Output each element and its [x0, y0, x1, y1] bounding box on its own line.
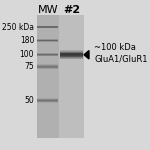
Bar	[37, 39, 58, 40]
Bar	[37, 15, 59, 138]
Text: 75: 75	[24, 62, 34, 71]
Bar	[37, 99, 58, 100]
Bar	[37, 100, 58, 101]
Bar	[37, 40, 58, 41]
Bar	[37, 54, 58, 55]
Bar	[37, 98, 58, 99]
Text: MW: MW	[38, 5, 58, 15]
Bar	[37, 68, 58, 69]
Bar	[59, 15, 84, 138]
Bar	[60, 51, 83, 52]
Text: 100: 100	[20, 50, 34, 59]
Bar	[60, 54, 83, 55]
Bar	[37, 100, 58, 101]
Bar	[37, 102, 58, 103]
Bar	[60, 53, 83, 54]
Bar	[37, 64, 58, 65]
Bar	[60, 58, 83, 59]
Bar	[37, 101, 58, 102]
Text: #2: #2	[63, 5, 80, 15]
Text: 250 kDa: 250 kDa	[2, 22, 34, 32]
Bar	[37, 66, 58, 67]
Bar	[37, 41, 58, 42]
Bar	[37, 55, 58, 56]
Bar	[37, 26, 58, 27]
Text: 180: 180	[20, 36, 34, 45]
Polygon shape	[84, 51, 89, 59]
Text: 50: 50	[24, 96, 34, 105]
Bar	[37, 27, 58, 28]
Bar	[60, 57, 83, 58]
Bar	[60, 52, 83, 53]
Text: ~100 kDa
GluA1/GluR1: ~100 kDa GluA1/GluR1	[94, 43, 148, 64]
Bar	[60, 55, 83, 56]
Bar	[37, 53, 58, 54]
Bar	[37, 67, 58, 68]
Bar	[37, 65, 58, 66]
Bar	[60, 56, 83, 57]
Bar	[60, 50, 83, 51]
